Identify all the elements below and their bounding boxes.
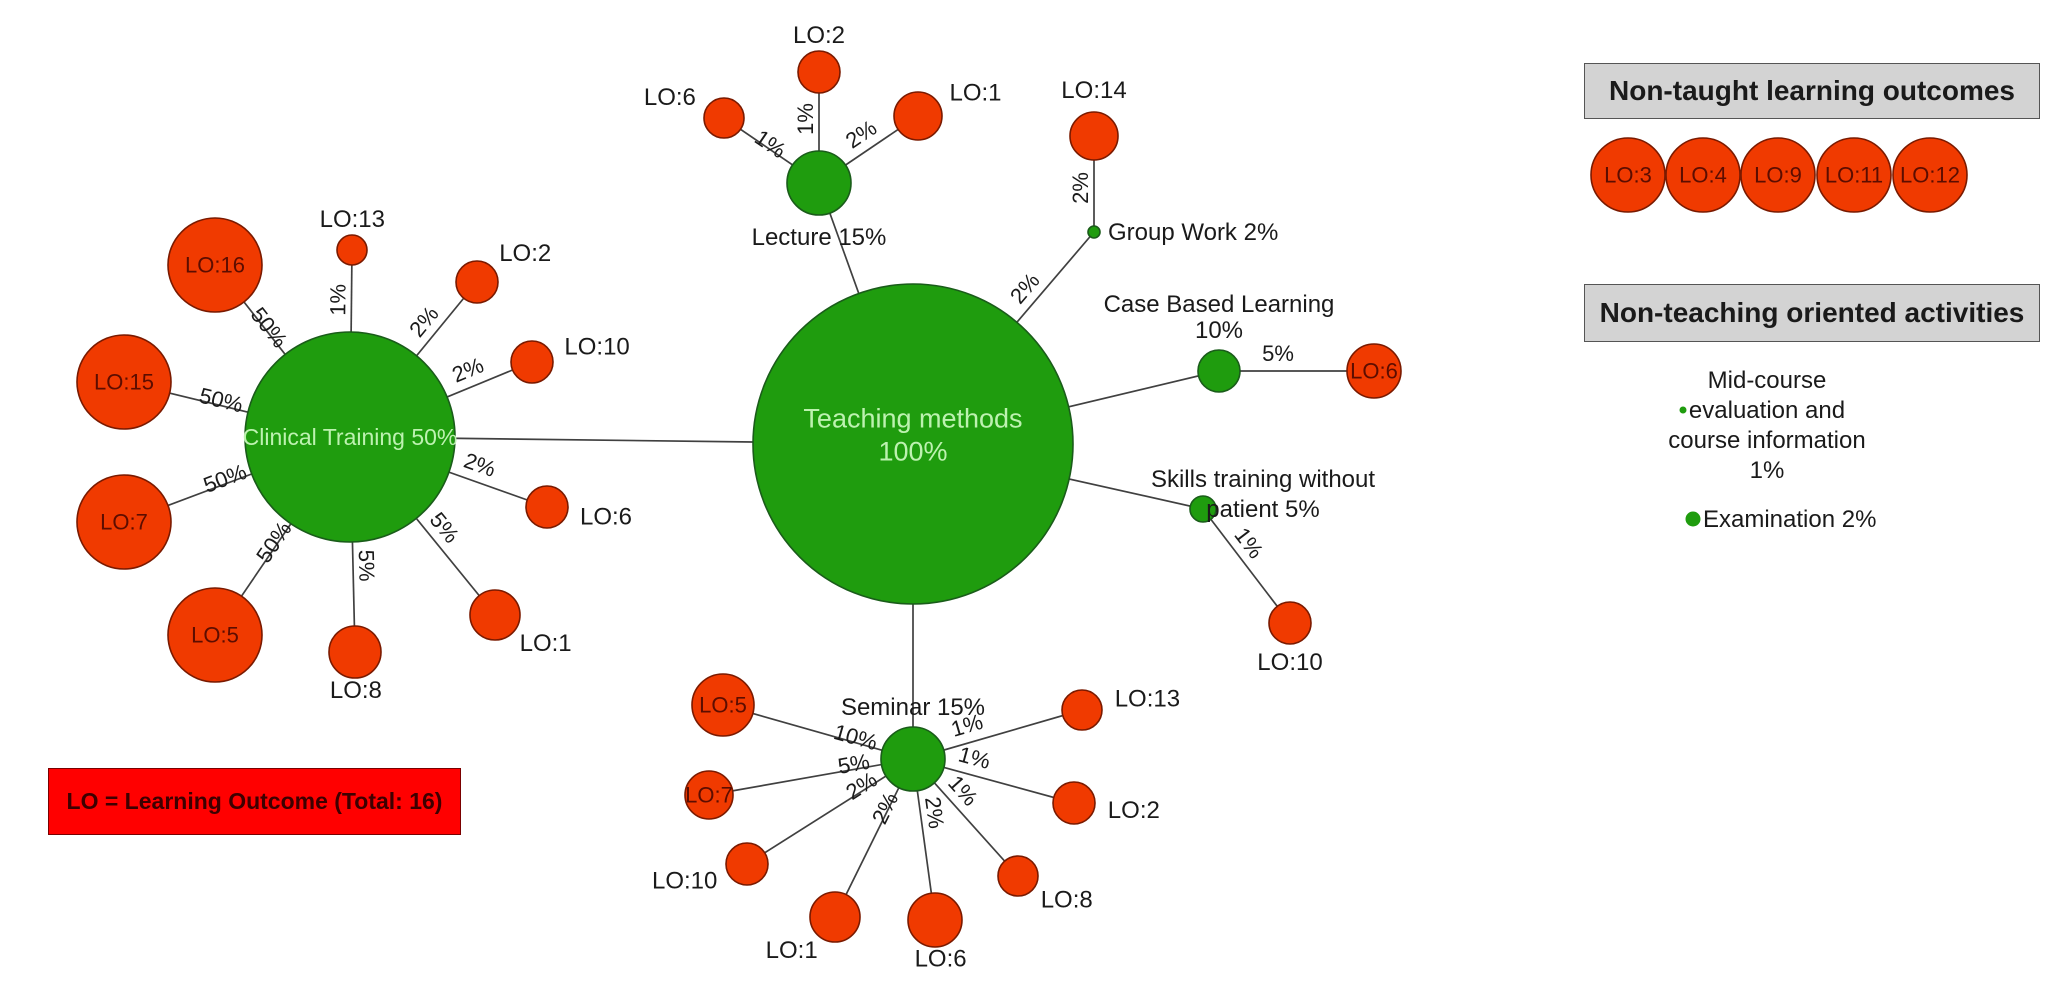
svg-text:Examination 2%: Examination 2% (1703, 506, 1876, 533)
svg-text:LO:1: LO:1 (766, 937, 818, 964)
svg-text:1%: 1% (793, 103, 818, 135)
svg-text:1%: 1% (1750, 457, 1785, 484)
svg-text:LO:4: LO:4 (1679, 163, 1727, 188)
svg-text:Lecture 15%: Lecture 15% (752, 224, 887, 251)
svg-text:LO:7: LO:7 (100, 510, 148, 535)
svg-text:5%: 5% (354, 549, 380, 581)
svg-text:LO:10: LO:10 (652, 868, 717, 895)
svg-text:2%: 2% (841, 115, 881, 154)
svg-text:LO:11: LO:11 (1825, 163, 1883, 188)
svg-text:2%: 2% (404, 301, 443, 341)
svg-text:LO:16: LO:16 (185, 253, 245, 278)
svg-text:evaluation and: evaluation and (1689, 397, 1845, 424)
svg-text:LO:6: LO:6 (915, 946, 967, 973)
svg-text:5%: 5% (425, 507, 464, 547)
svg-text:50%: 50% (197, 383, 246, 418)
svg-text:LO:10: LO:10 (564, 334, 629, 361)
svg-text:10%: 10% (1195, 317, 1243, 344)
svg-text:Case Based Learning: Case Based Learning (1104, 291, 1335, 318)
svg-text:10%: 10% (831, 719, 880, 755)
svg-text:Skills training without: Skills training without (1151, 466, 1375, 493)
svg-text:2%: 2% (920, 795, 949, 830)
svg-text:LO:1: LO:1 (520, 630, 572, 657)
svg-text:LO:5: LO:5 (699, 693, 747, 718)
svg-text:LO:10: LO:10 (1257, 649, 1322, 676)
svg-text:5%: 5% (1262, 341, 1294, 366)
svg-text:2%: 2% (1068, 172, 1093, 204)
svg-text:50%: 50% (246, 302, 293, 352)
svg-text:1%: 1% (750, 125, 790, 164)
svg-text:Clinical Training 50%: Clinical Training 50% (243, 424, 458, 450)
svg-text:LO:2: LO:2 (499, 240, 551, 267)
svg-text:LO:2: LO:2 (1108, 797, 1160, 824)
svg-text:1%: 1% (325, 284, 350, 316)
svg-text:LO:1: LO:1 (950, 80, 1002, 107)
svg-text:LO:9: LO:9 (1754, 163, 1802, 188)
svg-text:1%: 1% (956, 742, 993, 775)
svg-text:LO:8: LO:8 (1041, 886, 1093, 913)
svg-text:2%: 2% (1005, 268, 1045, 308)
svg-text:2%: 2% (461, 448, 499, 482)
svg-text:LO:8: LO:8 (330, 677, 382, 704)
svg-text:LO:14: LO:14 (1061, 77, 1126, 104)
svg-text:50%: 50% (200, 459, 250, 498)
svg-text:LO:15: LO:15 (94, 370, 154, 395)
svg-text:LO:3: LO:3 (1604, 163, 1652, 188)
svg-text:LO:13: LO:13 (1115, 686, 1180, 713)
svg-text:2%: 2% (867, 788, 904, 828)
svg-text:1%: 1% (1229, 523, 1268, 563)
svg-text:LO:6: LO:6 (580, 504, 632, 531)
svg-text:Mid-course: Mid-course (1708, 367, 1827, 394)
svg-text:LO:6: LO:6 (644, 84, 696, 111)
svg-text:course information: course information (1668, 427, 1865, 454)
svg-text:LO:12: LO:12 (1900, 163, 1960, 188)
svg-text:patient 5%: patient 5% (1206, 496, 1319, 523)
svg-text:LO:13: LO:13 (320, 206, 385, 233)
svg-text:LO:2: LO:2 (793, 22, 845, 49)
svg-text:LO:5: LO:5 (191, 623, 239, 648)
svg-text:LO:6: LO:6 (1350, 359, 1398, 384)
svg-text:LO:7: LO:7 (685, 783, 733, 808)
svg-text:Group Work 2%: Group Work 2% (1108, 219, 1278, 246)
